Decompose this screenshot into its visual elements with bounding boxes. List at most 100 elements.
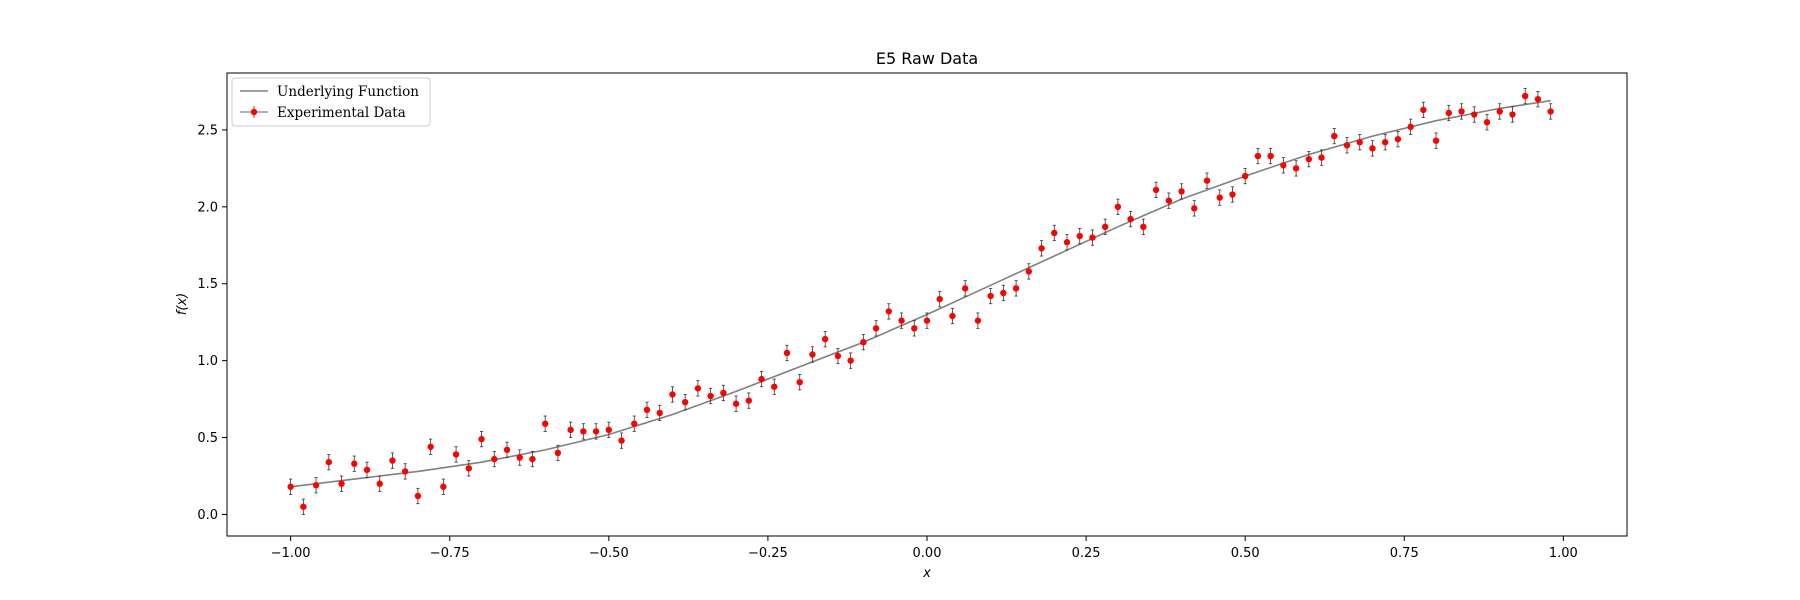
data-marker (771, 383, 778, 390)
data-marker (1509, 111, 1516, 118)
data-marker (923, 317, 931, 324)
data-point (618, 432, 625, 449)
data-point (834, 347, 842, 365)
data-marker (618, 437, 625, 444)
legend-marker-swatch (250, 108, 258, 116)
data-point (605, 421, 613, 438)
data-point (631, 415, 638, 432)
data-point (1381, 134, 1389, 151)
data-point (1407, 118, 1414, 135)
data-point (529, 450, 536, 468)
data-marker (338, 480, 345, 487)
data-point (427, 438, 434, 455)
data-point (1000, 284, 1007, 302)
data-marker (541, 420, 549, 427)
data-point (1420, 101, 1427, 119)
data-point (287, 478, 294, 495)
data-point (516, 449, 523, 466)
y-tick-label: 0.0 (197, 508, 218, 523)
data-marker (1267, 152, 1274, 160)
x-tick-label: −1.00 (271, 546, 311, 561)
data-marker (503, 446, 511, 454)
data-point (1292, 160, 1300, 177)
data-marker (847, 357, 854, 364)
data-marker (414, 492, 422, 500)
chart-title: E5 Raw Data (876, 49, 978, 68)
data-marker (961, 285, 969, 292)
data-marker (491, 455, 498, 463)
data-point (1331, 127, 1338, 145)
data-point (1305, 151, 1313, 168)
data-point (847, 352, 854, 369)
data-marker (720, 389, 727, 397)
data-marker (821, 335, 829, 343)
data-marker (592, 428, 600, 435)
data-marker (1038, 245, 1045, 252)
data-point (669, 386, 676, 403)
x-tick-label: 0.00 (913, 546, 942, 561)
data-point (1394, 131, 1402, 148)
data-marker (936, 295, 943, 303)
data-marker (1496, 108, 1503, 115)
y-tick-label: 1.5 (197, 277, 218, 292)
data-marker (567, 426, 574, 434)
data-marker (401, 468, 409, 475)
data-point (656, 404, 663, 422)
data-marker (872, 325, 880, 332)
data-marker (554, 449, 562, 457)
data-marker (1547, 108, 1554, 115)
data-marker (389, 457, 396, 464)
y-tick-label: 2.5 (197, 123, 218, 138)
data-point (567, 421, 574, 438)
data-marker (796, 378, 803, 386)
data-marker (987, 292, 994, 300)
data-marker (911, 325, 918, 332)
data-point (1509, 106, 1516, 123)
data-point (389, 452, 396, 469)
data-point (1254, 147, 1262, 165)
data-point (885, 303, 893, 320)
data-point (592, 423, 600, 440)
data-marker (1229, 191, 1236, 198)
legend-box (231, 77, 431, 127)
data-marker (949, 312, 956, 320)
data-point (694, 380, 702, 397)
data-marker (427, 443, 434, 450)
data-point (1318, 149, 1325, 166)
data-point (961, 280, 969, 297)
data-point (300, 498, 307, 515)
x-axis-label: x (922, 566, 931, 581)
data-marker (834, 352, 842, 360)
data-point (465, 460, 473, 477)
data-point (987, 287, 994, 305)
x-tick-label: −0.75 (430, 546, 470, 561)
data-point (351, 455, 358, 472)
data-point (949, 307, 956, 325)
data-marker (681, 398, 689, 406)
data-marker (694, 385, 702, 392)
data-point (974, 312, 982, 329)
data-point (363, 461, 371, 478)
data-point (1432, 132, 1440, 149)
data-marker (1012, 285, 1020, 292)
data-marker (1216, 194, 1223, 201)
data-point (1216, 189, 1223, 206)
data-marker (465, 465, 473, 472)
data-point (681, 394, 689, 411)
data-marker (745, 397, 753, 404)
data-point (1038, 240, 1045, 257)
data-marker (1191, 205, 1198, 212)
data-marker (1331, 132, 1338, 140)
data-point (1203, 172, 1211, 189)
data-marker (783, 349, 791, 357)
data-marker (312, 482, 320, 489)
data-point (1165, 192, 1173, 209)
data-point (1496, 103, 1503, 120)
data-point (1191, 200, 1198, 217)
data-point (1140, 218, 1147, 235)
data-point (720, 384, 727, 402)
data-marker (1254, 152, 1262, 160)
data-point (580, 423, 587, 440)
data-point (643, 401, 651, 418)
data-marker (1458, 108, 1465, 115)
